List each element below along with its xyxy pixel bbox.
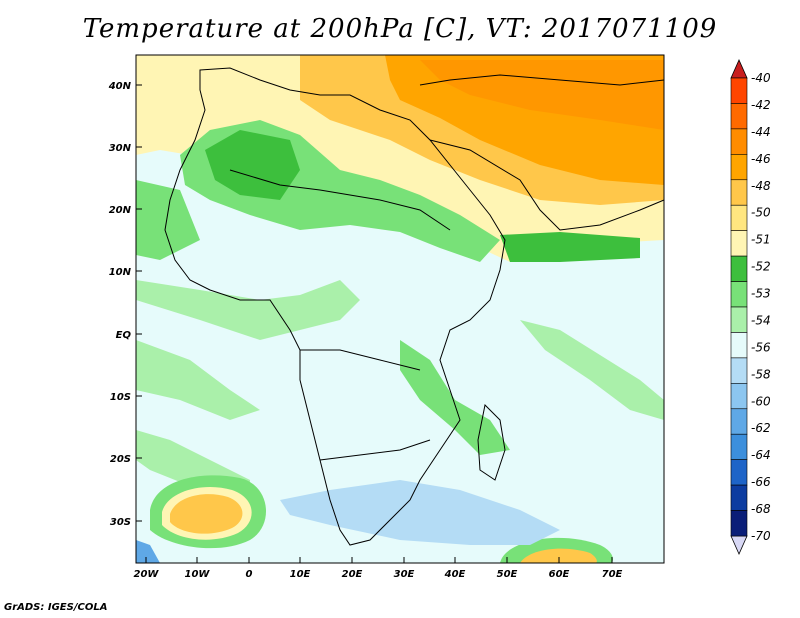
colorbar-swatch	[730, 383, 748, 410]
colorbar-label: -68	[751, 502, 771, 516]
lon-label: 20E	[342, 569, 363, 580]
colorbar-swatch	[730, 154, 748, 181]
grads-credit: GrADS: IGES/COLA	[4, 602, 108, 613]
lon-label: 50E	[497, 569, 518, 580]
colorbar-label: -54	[751, 313, 771, 327]
colorbar-swatch	[730, 103, 748, 130]
lon-label: 70E	[602, 569, 623, 580]
lat-label: 20N	[109, 205, 132, 216]
colorbar-swatch	[730, 179, 748, 206]
lon-label: 10W	[185, 569, 211, 580]
colorbar-label: -42	[751, 98, 771, 112]
lat-label: 10S	[110, 392, 131, 403]
lon-label: 40E	[444, 569, 466, 580]
lon-label: 20W	[134, 569, 160, 580]
lon-label: 0	[246, 569, 253, 580]
colorbar-swatch	[730, 357, 748, 384]
lat-label: EQ	[116, 330, 132, 341]
colorbar-label: -58	[751, 367, 771, 381]
colorbar-swatch	[730, 255, 748, 282]
lon-label: 30E	[394, 569, 415, 580]
colorbar-swatch	[730, 510, 748, 537]
coastlines	[164, 67, 665, 546]
colorbar-label: -64	[751, 448, 771, 462]
colorbar-label: -50	[751, 206, 771, 220]
lat-label: 10N	[109, 267, 132, 278]
colorbar-swatch	[730, 306, 748, 333]
colorbar-label: -51	[751, 233, 771, 247]
colorbar-label: -48	[751, 179, 771, 193]
colorbar: -40 -42 -44 -46 -48 -50 -51 -52 -53 -54 -56 -58 -60 -…	[730, 59, 771, 555]
colorbar-swatch	[730, 128, 748, 155]
plot-frame	[135, 54, 665, 564]
colorbar-swatch	[730, 433, 748, 460]
colorbar-label: -40	[751, 71, 771, 85]
colorbar-label: -70	[751, 529, 771, 543]
lat-label: 30S	[110, 517, 131, 528]
colorbar-swatch	[730, 484, 748, 511]
colorbar-swatch	[730, 281, 748, 308]
temperature-field	[136, 55, 664, 563]
colorbar-label: -52	[751, 260, 771, 274]
colorbar-label: -53	[751, 287, 771, 301]
lon-label: 60E	[549, 569, 570, 580]
colorbar-label: -60	[751, 394, 771, 408]
colorbar-bottom-arrow	[730, 535, 748, 555]
colorbar-label: -62	[751, 421, 771, 435]
colorbar-swatch	[730, 230, 748, 257]
colorbar-label: -44	[751, 125, 771, 139]
latitude-labels: 40N 30N 20N 10N EQ 10S 20S 30S	[108, 81, 132, 528]
colorbar-swatch	[730, 204, 748, 231]
lon-label: 10E	[290, 569, 311, 580]
longitude-labels: 20W 10W 0 10E 20E 30E 40E 50E 60E 70E	[134, 569, 623, 580]
colorbar-swatch	[730, 459, 748, 486]
colorbar-swatch	[730, 332, 748, 359]
map-title: Temperature at 200hPa [C], VT: 201707110…	[82, 14, 718, 44]
lat-label: 20S	[110, 454, 131, 465]
axis-ticks	[136, 84, 613, 563]
colorbar-label: -66	[751, 475, 771, 489]
colorbar-swatch	[730, 408, 748, 435]
colorbar-top-arrow	[730, 59, 748, 79]
colorbar-swatch	[730, 77, 748, 104]
colorbar-label: -46	[751, 152, 771, 166]
colorbar-label: -56	[751, 340, 771, 354]
lat-label: 40N	[108, 81, 132, 92]
lat-label: 30N	[109, 143, 132, 154]
